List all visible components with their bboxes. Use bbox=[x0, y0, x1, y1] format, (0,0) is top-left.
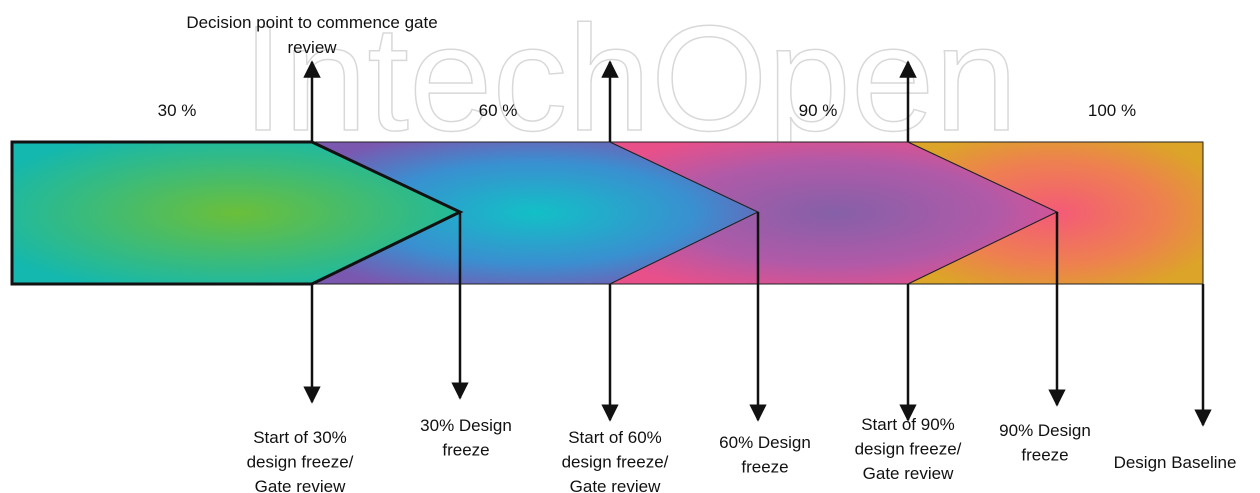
milestone-label: Design Baseline bbox=[1114, 453, 1237, 472]
milestone-label: 90% Design bbox=[999, 421, 1091, 440]
milestone-label: design freeze/ bbox=[855, 440, 962, 459]
watermark: IntechOpen bbox=[242, 0, 1018, 162]
milestone-label: freeze bbox=[1021, 446, 1068, 465]
phase-band bbox=[907, 141, 1204, 285]
milestone-label: freeze bbox=[741, 458, 788, 477]
milestone-label: 60% Design bbox=[719, 433, 811, 452]
arrows bbox=[303, 60, 1212, 427]
milestone-label: Gate review bbox=[570, 477, 661, 493]
phase-label: 100 % bbox=[1088, 101, 1136, 120]
top-label: Decision point to commence gate bbox=[186, 13, 437, 32]
milestone-label: design freeze/ bbox=[562, 453, 669, 472]
milestone-label: freeze bbox=[442, 441, 489, 460]
phase-band bbox=[10, 140, 464, 286]
milestone-label: Start of 60% bbox=[568, 428, 662, 447]
phase-label: 30 % bbox=[158, 101, 197, 120]
milestone-label: Gate review bbox=[255, 477, 346, 493]
milestone-label: 30% Design bbox=[420, 416, 512, 435]
phase-label: 60 % bbox=[479, 101, 518, 120]
milestone-label: design freeze/ bbox=[247, 453, 354, 472]
milestone-label: Start of 30% bbox=[253, 428, 347, 447]
top-label: review bbox=[287, 38, 337, 57]
milestone-label: Start of 90% bbox=[861, 415, 955, 434]
phase-label: 90 % bbox=[799, 101, 838, 120]
milestone-label: Gate review bbox=[863, 464, 954, 483]
